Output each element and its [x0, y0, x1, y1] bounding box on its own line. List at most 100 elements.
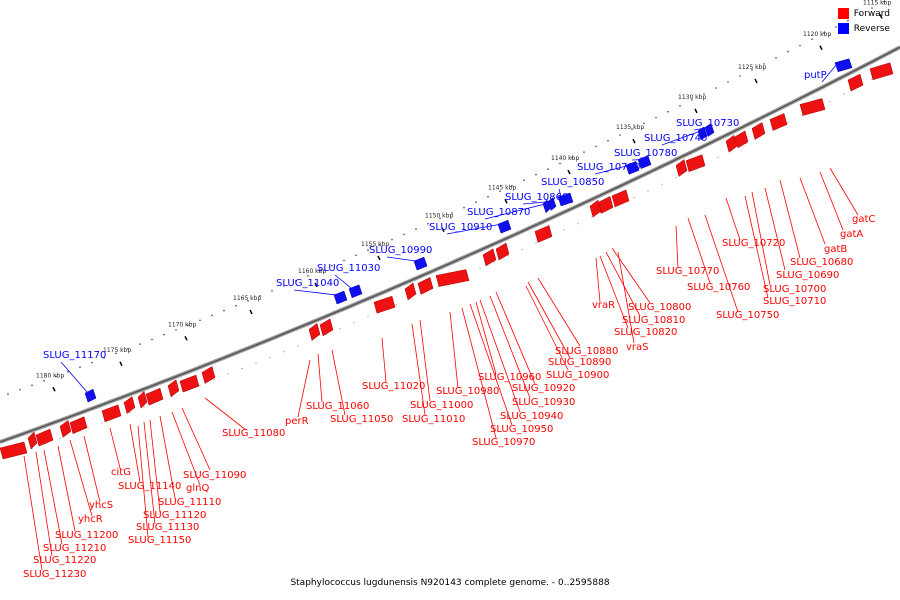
- inner-track-dot: [227, 373, 229, 375]
- tick-label: 1145 kbp: [488, 184, 516, 191]
- track-dot: [799, 44, 801, 47]
- track-dot: [163, 333, 165, 336]
- reverse-gene-label: SLUG_10870: [467, 207, 530, 218]
- inner-track-dot: [507, 255, 509, 257]
- track-dot: [271, 290, 273, 292]
- legend: Forward Reverse: [837, 8, 890, 38]
- forward-gene-leader: [751, 191, 771, 286]
- reverse-gene-leader: [558, 188, 562, 198]
- reverse-gene-block: [625, 160, 640, 175]
- forward-gene-block: [482, 248, 497, 267]
- inner-track-dot: [661, 183, 663, 185]
- reverse-gene-label: SLUG_11040: [276, 278, 339, 289]
- reverse-gene-label: SLUG_10730: [676, 118, 739, 129]
- forward-gene-block: [0, 441, 28, 460]
- tick-mark: [119, 361, 123, 367]
- track-dot: [235, 304, 237, 307]
- track-dot: [475, 201, 477, 203]
- forward-gene-label: SLUG_10800: [628, 302, 691, 313]
- track-dot: [871, 7, 873, 9]
- forward-gene-leader: [725, 197, 741, 241]
- forward-swatch: [837, 8, 849, 19]
- forward-gene-label: SLUG_10880: [555, 346, 618, 357]
- inner-track-dot: [199, 384, 201, 386]
- forward-gene-label: SLUG_11130: [136, 522, 199, 533]
- inner-track-dot: [577, 223, 579, 225]
- forward-gene-block: [725, 134, 738, 153]
- forward-gene-label: SLUG_11230: [23, 569, 86, 580]
- forward-gene-label: SLUG_10940: [500, 411, 563, 422]
- forward-gene-label: glnQ: [186, 483, 209, 494]
- forward-gene-block: [59, 419, 72, 438]
- forward-gene-leader: [744, 195, 769, 299]
- forward-gene-label: SLUG_10980: [436, 386, 499, 397]
- track-dot: [703, 93, 705, 95]
- forward-gene-label: SLUG_11080: [222, 428, 285, 439]
- reverse-swatch: [837, 23, 849, 34]
- tick-mark: [819, 45, 823, 51]
- track-dot: [631, 128, 633, 130]
- forward-gene-label: yhcS: [89, 500, 113, 511]
- track-dot: [355, 254, 357, 257]
- forward-gene-leader: [704, 214, 739, 313]
- tick-mark: [249, 309, 253, 315]
- reverse-gene-block: [704, 123, 715, 137]
- inner-track-dot: [633, 196, 635, 199]
- track-dot: [847, 19, 849, 22]
- forward-gene-block: [27, 431, 38, 450]
- track-dot: [655, 116, 657, 119]
- track-dot: [787, 50, 789, 53]
- track-dot: [439, 217, 441, 220]
- track-dot: [31, 384, 33, 387]
- forward-gene-label: SLUG_10710: [763, 296, 826, 307]
- forward-gene-label: SLUG_10760: [687, 282, 750, 293]
- inner-track-dot: [437, 286, 439, 288]
- forward-gene-leader: [69, 439, 93, 517]
- reverse-gene-leader: [386, 256, 418, 262]
- track-dot: [427, 222, 429, 225]
- forward-gene-label: perR: [285, 416, 309, 427]
- forward-gene-block: [201, 366, 216, 384]
- tick-label: 1130 kbp: [678, 94, 706, 101]
- track-dot: [223, 309, 225, 312]
- inner-track-dot: [241, 368, 243, 370]
- forward-gene-leader: [449, 311, 459, 389]
- forward-gene-label: gatB: [824, 244, 847, 255]
- forward-gene-leader: [475, 301, 497, 375]
- track-dot: [883, 0, 885, 3]
- tick-mark: [504, 198, 508, 204]
- track-dot: [259, 295, 261, 297]
- track-dot: [835, 26, 837, 28]
- reverse-gene-label: SLUG_10860: [505, 192, 568, 203]
- reverse-gene-block: [834, 58, 853, 73]
- forward-gene-leader: [779, 179, 801, 259]
- forward-gene-leader: [819, 171, 844, 231]
- inner-track-dot: [297, 345, 299, 347]
- tick-mark: [314, 282, 318, 288]
- forward-gene-block: [69, 416, 88, 435]
- reverse-gene-label: putP: [804, 70, 827, 81]
- forward-gene-label: yhcR: [78, 514, 103, 525]
- forward-gene-block: [534, 225, 553, 243]
- forward-gene-block: [751, 122, 766, 140]
- track-dot: [415, 228, 417, 230]
- forward-gene-label: SLUG_10890: [548, 357, 611, 368]
- reverse-gene-leader: [60, 361, 89, 394]
- track-dot: [103, 357, 105, 359]
- track-dot: [127, 348, 129, 350]
- forward-gene-leader: [537, 277, 581, 347]
- forward-gene-leader: [479, 299, 521, 413]
- tick-mark: [754, 78, 758, 84]
- tick-mark: [632, 138, 636, 144]
- inner-track-dot: [283, 351, 285, 353]
- forward-gene-label: SLUG_10960: [478, 372, 541, 383]
- forward-gene-leader: [57, 445, 76, 532]
- reverse-gene-label: SLUG_10910: [429, 222, 492, 233]
- forward-gene-leader: [599, 255, 629, 329]
- reverse-gene-block: [497, 219, 512, 234]
- track-dot: [559, 162, 561, 165]
- forward-gene-leader: [489, 295, 531, 399]
- track-dot: [823, 32, 825, 34]
- legend-forward: Forward: [837, 8, 890, 19]
